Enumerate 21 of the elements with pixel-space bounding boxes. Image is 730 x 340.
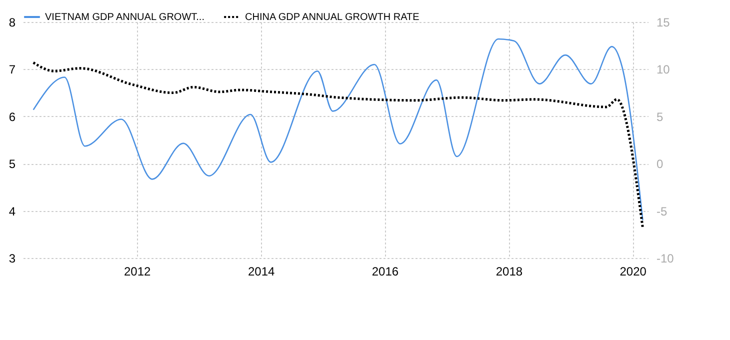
legend-label: CHINA GDP ANNUAL GROWTH RATE xyxy=(245,12,420,23)
x-tick-label: 2016 xyxy=(372,264,399,278)
line-series xyxy=(32,61,644,230)
y2-tick-label: -5 xyxy=(656,204,668,218)
y2-tick-label: 15 xyxy=(656,16,670,30)
y-tick-label: 4 xyxy=(8,204,16,218)
y2-tick-label: 10 xyxy=(656,62,670,77)
x-tick-label: 2014 xyxy=(248,264,276,278)
y-tick-label: 5 xyxy=(8,157,16,172)
y2-tick-label: -10 xyxy=(656,252,674,266)
legend-label: VIETNAM GDP ANNUAL GROWT... xyxy=(45,12,204,23)
y2-tick-label: 0 xyxy=(656,157,664,172)
y-tick-label: 3 xyxy=(8,252,16,266)
x-tick-label: 2012 xyxy=(124,264,152,278)
x-tick-label: 2018 xyxy=(496,264,523,278)
y-tick-label: 8 xyxy=(8,16,16,30)
line-series xyxy=(32,38,644,221)
x-tick-label: 2020 xyxy=(620,264,647,278)
y-tick-label: 7 xyxy=(8,62,16,77)
y-tick-label: 6 xyxy=(8,110,16,124)
y2-tick-label: 5 xyxy=(656,110,664,124)
